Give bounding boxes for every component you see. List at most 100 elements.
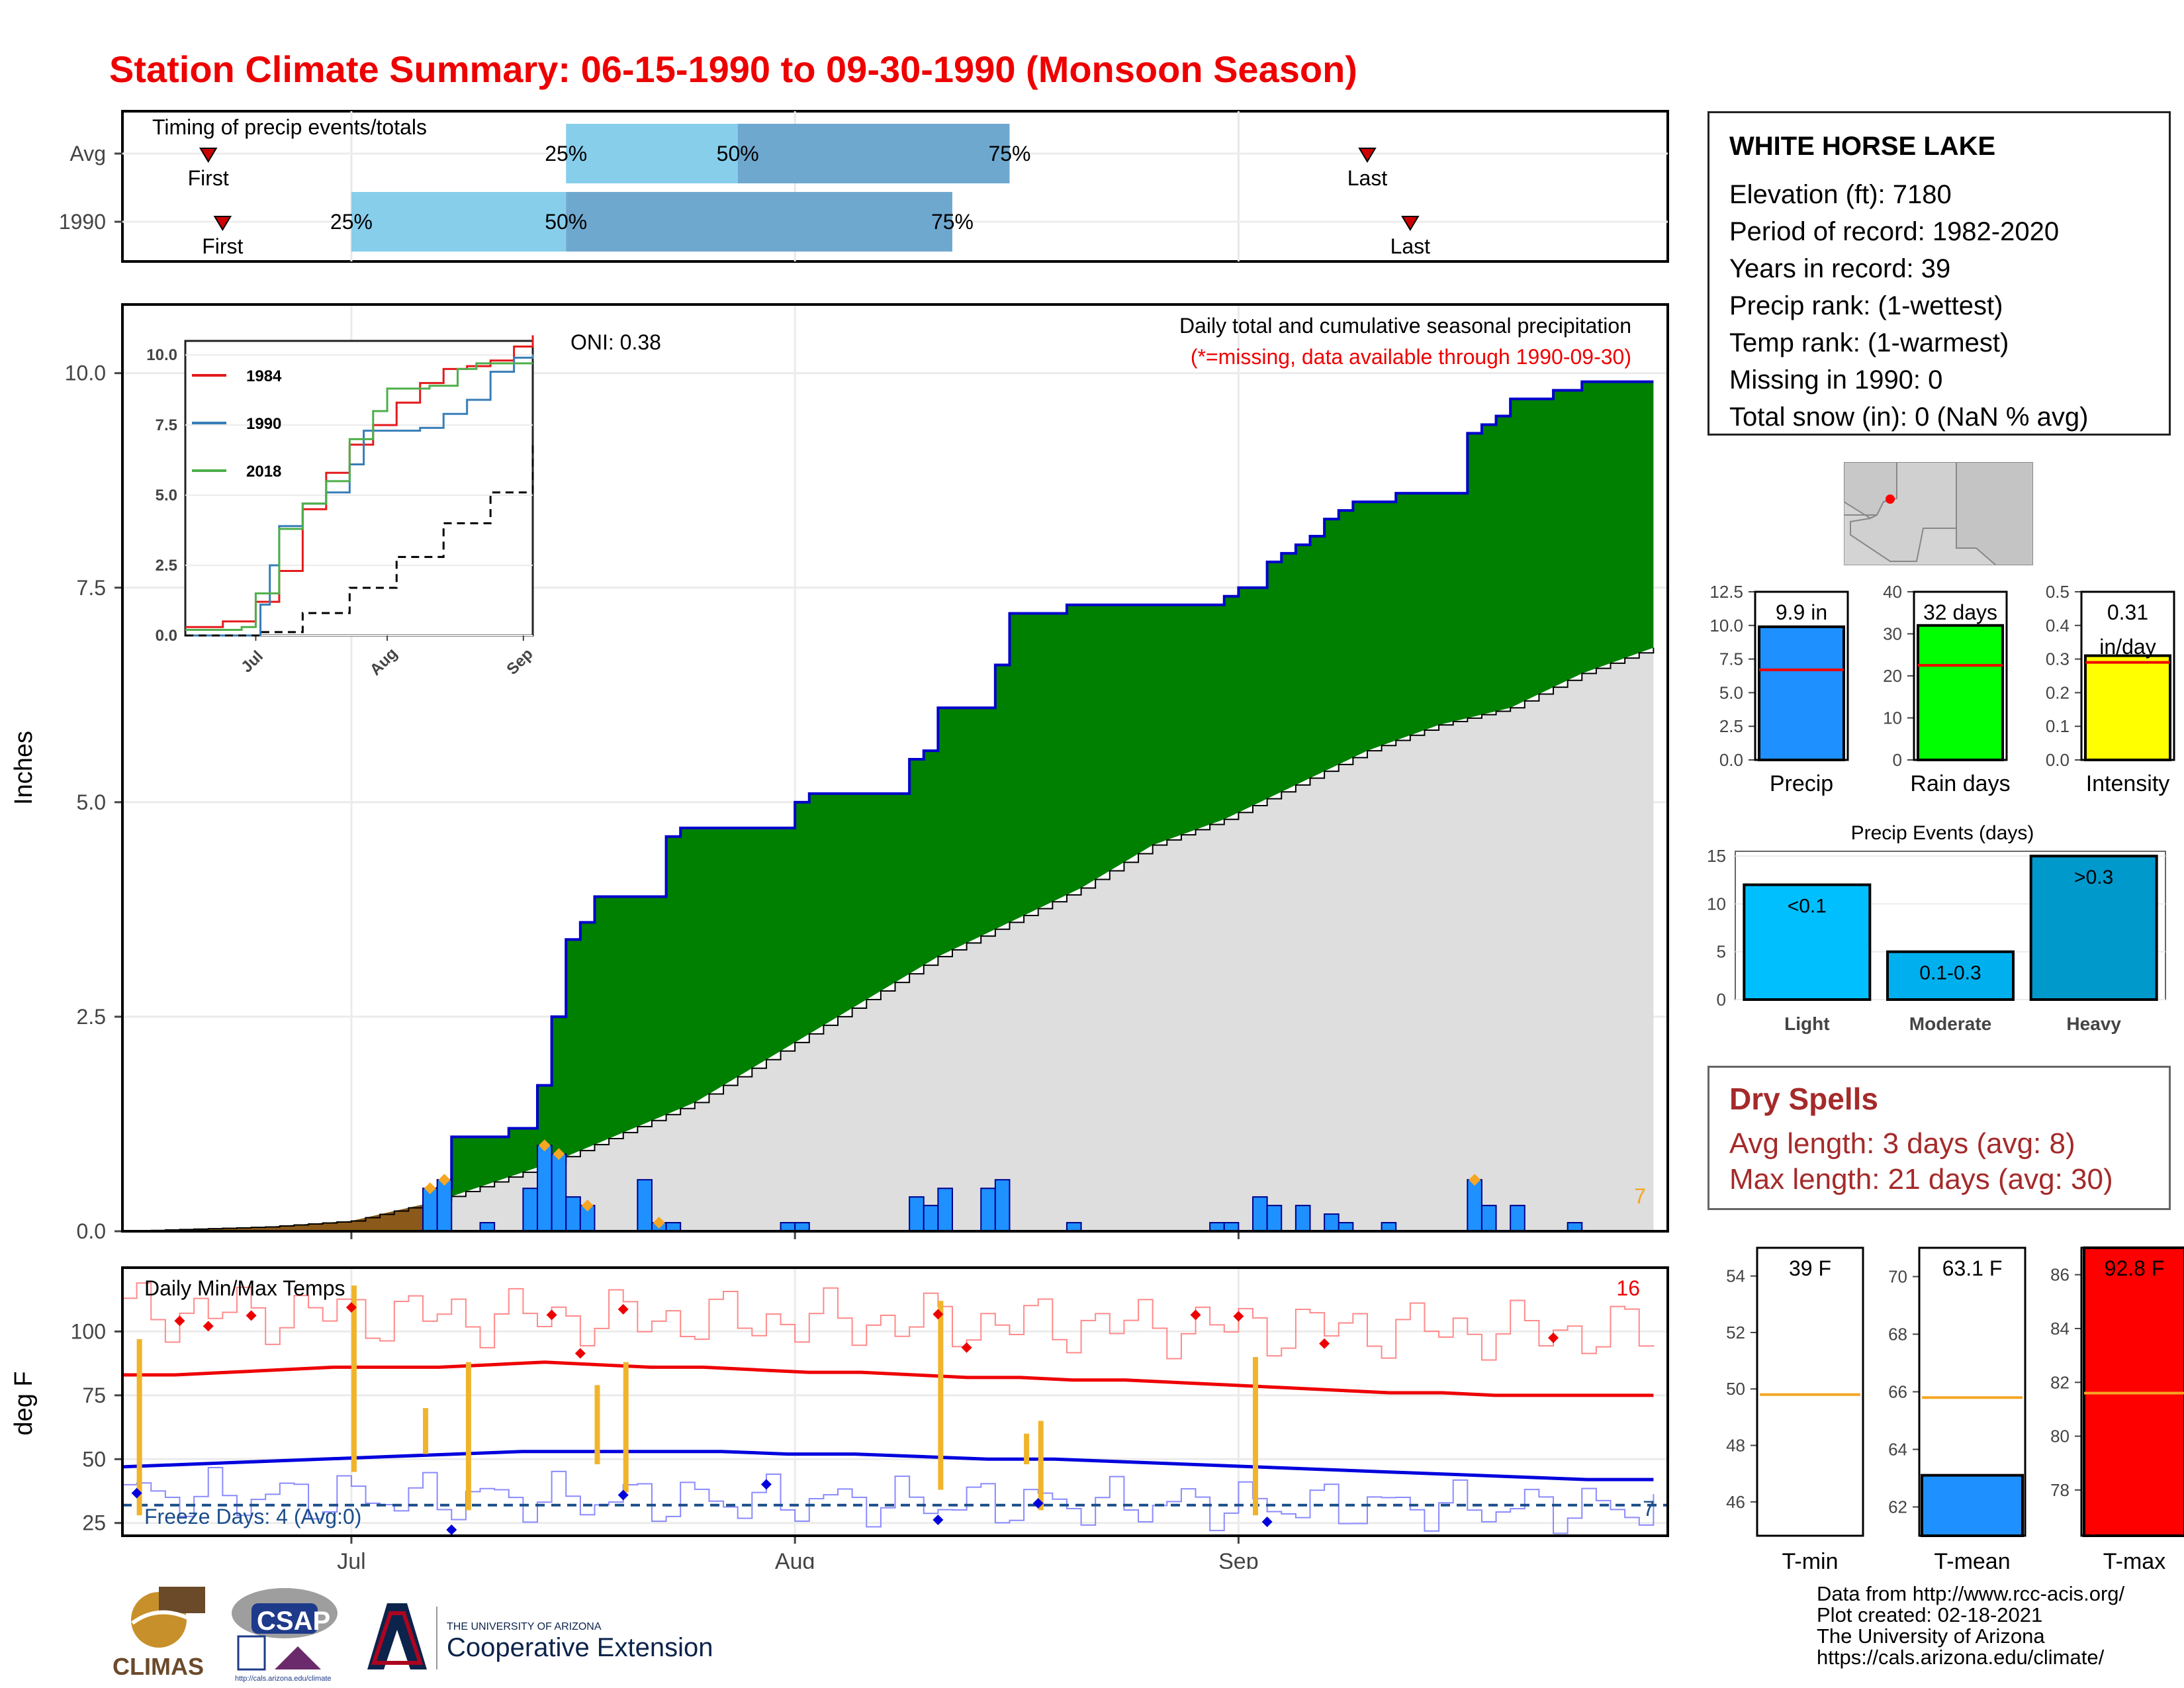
missing-note: (*=missing, data available through 1990-… [1191,345,1631,369]
deficit-area [122,1204,424,1231]
tsum-ytick-1-2: 66 [1888,1382,1907,1402]
summary-ytick-0-5: 12.5 [1709,583,1743,602]
timing-row-label-0: Avg [69,142,106,165]
inset-frame [184,340,534,637]
temp-precip-bar [594,1385,600,1464]
daily-precip-bar [637,1179,653,1232]
timing-first-label-1: First [202,234,243,258]
credits: Data from http://www.rcc-acis.org/ Plot … [1817,1583,2124,1668]
record-high-marker [961,1342,972,1353]
daily-precip-bar [565,1196,581,1233]
record-high-marker [345,1301,357,1313]
events-title: Precip Events (days) [1851,822,2034,844]
timing-q50-label-1: 50% [545,210,587,234]
dry-spells-avg: Avg length: 3 days (avg: 8) [1729,1127,2075,1160]
dry-spells-title: Dry Spells [1729,1082,1878,1116]
timing-first-marker-0 [199,148,218,163]
station-period: Period of record: 1982-2020 [1729,217,2060,246]
tsum-value-label-2: 92.8 F [2105,1256,2165,1280]
dry-spells-box: Dry Spells Avg length: 3 days (avg: 8) M… [1707,1066,2171,1210]
daily-precip-bar [436,1179,453,1232]
daily-max-temp-line [122,1282,1655,1361]
credit-url: https://cals.arizona.edu/climate/ [1817,1646,2105,1669]
record-low-marker [617,1489,629,1501]
record-high-marker [933,1309,944,1320]
freeze-days-label: Freeze Days: 4 (Avg:0) [144,1505,361,1528]
temp-panel: 25 50 75 100 Jul Aug Sep deg F Daily Min/Max Tem… [10,1266,1669,1569]
credit-university: The University of Arizona [1817,1624,2045,1648]
record-high-marker [617,1303,629,1315]
main-subtitle: Daily total and cumulative seasonal prec… [1179,314,1631,338]
events-ytick-3: 15 [1707,846,1726,866]
record-low-marker [131,1487,142,1499]
timing-q25-label-0: 25% [545,142,587,165]
events-category-0: Light [1784,1013,1829,1034]
temp-precip-bar [351,1286,357,1472]
tsum-category-1: T-mean [1934,1549,2010,1574]
inset-ytick-3: 7.5 [156,416,177,434]
timing-row-label-1: 1990 [59,210,106,234]
tsum-ytick-2-4: 86 [2050,1265,2070,1285]
temp-panel-title: Daily Min/Max Temps [144,1276,345,1300]
timing-bar-50-75-0 [737,124,1010,183]
inset-ytick-1: 2.5 [156,557,177,575]
cold-record-count: 7 [1643,1497,1655,1521]
temp-precip-bar [1024,1433,1030,1464]
temp-ylabel: deg F [10,1371,38,1435]
summary-ytick-0-3: 7.5 [1719,649,1743,669]
precip-events-panel: Precip Events (days) 0 5 10 15 <0.1 Light 0.1-0… [1707,822,2166,1034]
summary-ytick-1-0: 0 [1893,750,1902,770]
summary-category-0: Precip [1770,771,1833,796]
station-precip-rank: Precip rank: (1-wettest) [1729,291,2003,320]
station-missing: Missing in 1990: 0 [1729,365,1943,395]
daily-precip-bar [1266,1205,1283,1232]
temp-precip-bar [938,1301,944,1490]
timing-last-label-0: Last [1347,166,1388,190]
record-high-marker [546,1309,557,1321]
timing-last-marker-1 [1401,216,1420,231]
locator-map [1844,462,2033,565]
timing-q75-label-1: 75% [931,210,974,234]
events-category-2: Heavy [2066,1013,2121,1034]
inset-series-average [185,444,534,637]
station-years: Years in record: 39 [1729,254,1951,283]
events-bar-Light [1743,883,1872,1001]
inset-series-2018 [185,362,533,632]
temp-ytick-1: 50 [82,1447,106,1471]
events-bar-label-2: >0.3 [2074,867,2113,888]
climas-logo: CLIMAS [113,1587,205,1680]
summary-ytick-1-1: 10 [1883,708,1902,728]
station-elevation: Elevation (ft): 7180 [1729,180,1952,209]
station-snow: Total snow (in): 0 (NaN % avg) [1729,402,2089,432]
record-high-marker [203,1321,214,1332]
main-ytick-1: 2.5 [77,1005,106,1029]
precip-panel: 0.0 2.5 5.0 7.5 10.0 Inches Daily total and cu… [10,303,1669,1243]
inset-ytick-0: 0.0 [156,627,177,645]
summary-value-label-2: 0.31 [2107,600,2148,624]
record-low-marker [760,1479,772,1490]
tsum-ytick-1-4: 70 [1888,1267,1907,1287]
summary-bar-Precip [1758,625,1845,761]
timing-last-marker-0 [1358,148,1377,163]
tsum-value-label-0: 39 F [1789,1256,1831,1280]
main-ytick-3: 7.5 [77,576,106,600]
main-ytick-2: 5.0 [77,790,106,814]
summary-ytick-2-5: 0.5 [2046,583,2070,602]
record-high-marker [1548,1332,1559,1343]
events-bar-Moderate [1886,950,2015,1001]
summary-value-label-1: 32 days [1923,600,1997,624]
daily-precip-bar [1295,1205,1311,1232]
temp-precip-bar [136,1339,142,1516]
timing-bar-50-75-1 [566,192,952,252]
tsum-ytick-1-3: 68 [1888,1325,1907,1344]
temp-summary-panel: 46 48 50 52 54 39 F T-min 62 64 66 68 70 63.1 F T-mea… [1726,1246,2184,1574]
summary-bar-Intensity [2084,654,2171,761]
tsum-category-0: T-min [1782,1549,1839,1574]
tsum-ytick-2-0: 78 [2050,1480,2070,1500]
timing-panel: Timing of precip events/totals Avg 25% 50% 7… [59,110,1669,263]
ua-logo: THE UNIVERSITY OF ARIZONA Cooperative Ex… [367,1603,713,1669]
record-marker [653,1217,665,1229]
inset-ytick-2: 5.0 [156,487,177,504]
tsum-category-2: T-max [2103,1549,2165,1574]
daily-precip-bar [422,1188,438,1232]
